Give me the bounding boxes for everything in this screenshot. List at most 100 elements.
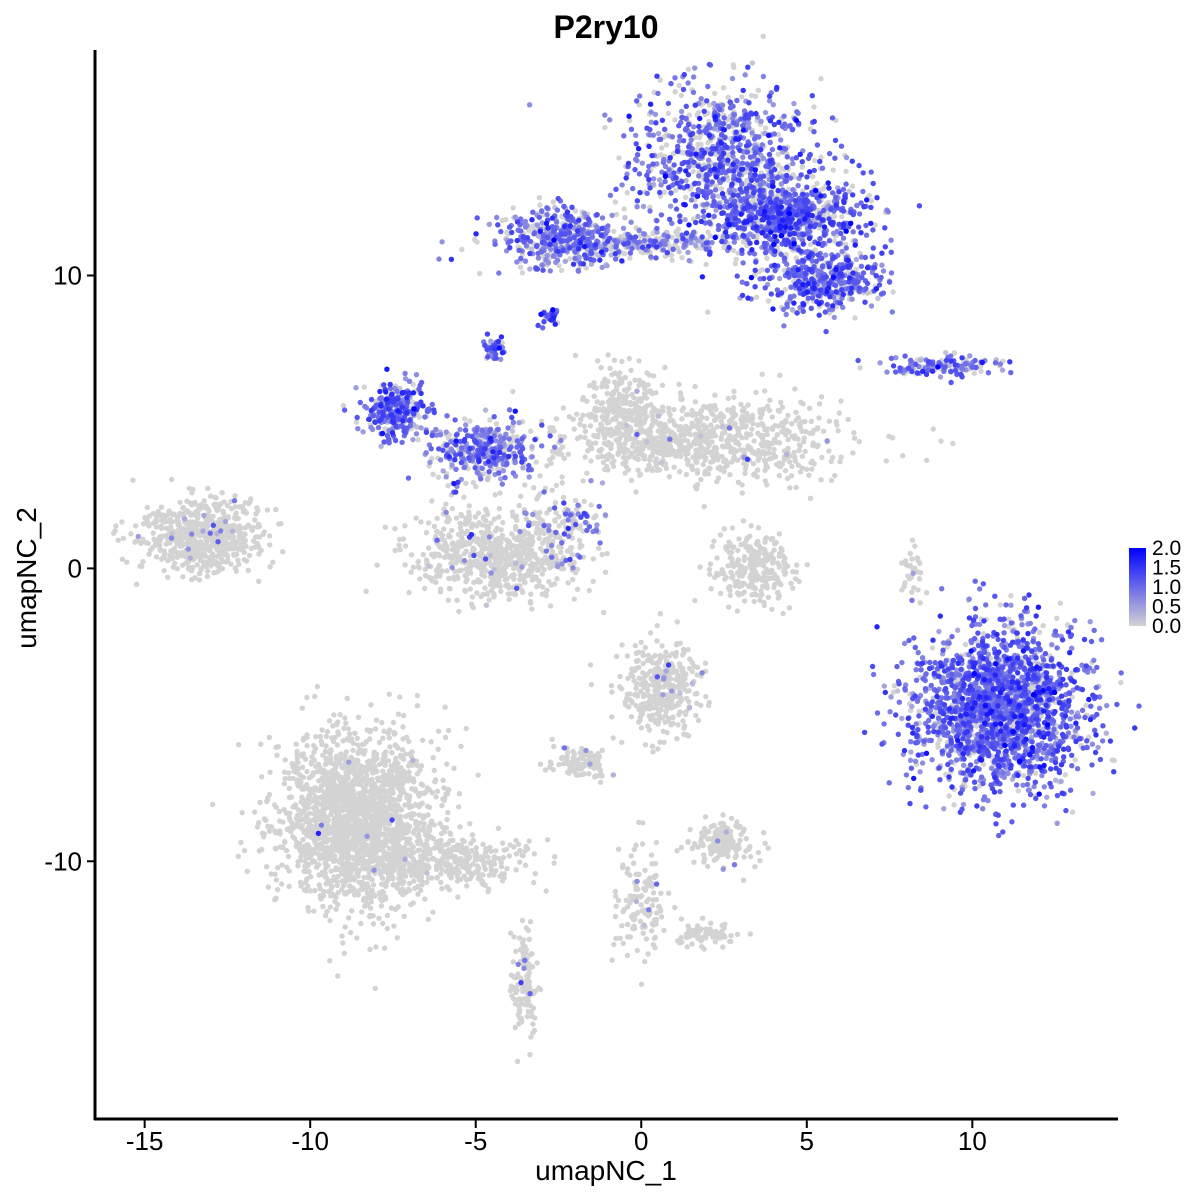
cell-point [470,546,476,552]
cell-point [402,543,409,549]
cell-point [583,265,589,271]
cell-point [235,853,241,860]
cell-point [762,547,768,553]
cell-point [1118,679,1124,686]
cell-point [1015,788,1021,794]
cell-point [780,553,786,559]
cell-point [679,254,685,261]
cell-point [674,642,680,648]
cell-point [796,442,802,448]
cell-point [491,593,497,599]
cell-point [731,388,737,394]
cell-point [682,437,688,443]
cell-point [479,572,485,578]
cell-point [528,591,534,597]
cell-point [701,426,707,433]
cell-point [757,407,763,413]
cell-point [614,430,621,437]
cell-point [757,592,764,599]
cell-point [796,447,802,454]
cell-point [608,426,614,432]
cell-point [778,399,784,405]
cell-point [627,117,633,124]
cell-point [705,309,711,315]
cell-point [603,417,610,424]
cell-point [792,458,798,464]
cell-point [651,442,657,448]
cell-point [749,592,755,598]
cell-point [666,427,672,434]
cell-point [228,561,234,567]
cell-point [679,416,685,422]
cell-point [487,417,493,423]
cell-point [613,211,620,218]
cell-point [707,561,714,567]
cell-point [654,622,660,629]
cell-point [832,472,838,479]
cell-point [436,553,443,559]
cell-point [652,418,659,424]
cell-point [498,527,504,533]
cell-point [150,530,156,536]
cell-point [565,580,571,586]
cell-point [868,198,875,204]
cell-point [232,493,238,499]
cell-point [668,417,674,423]
cell-point [784,475,791,482]
cell-point [679,428,685,435]
cell-point [470,479,477,486]
cell-point [435,474,442,480]
cell-point [248,545,255,551]
cell-point [722,464,728,470]
cell-point [165,574,171,580]
cell-point [533,459,539,465]
cell-point [547,425,553,431]
cell-point [672,89,678,95]
cell-point [479,522,485,528]
cell-point [739,408,746,414]
cell-point [700,461,706,468]
cell-point [201,552,208,558]
cell-point [751,598,757,605]
cell-point [474,523,480,529]
cell-point [462,539,468,546]
cell-point [493,421,500,427]
cell-point [622,375,629,381]
cell-point [646,444,653,451]
cell-point [650,373,657,379]
cell-point [458,534,465,540]
cell-point [477,270,483,277]
cell-point [652,458,658,465]
cell-point [814,425,821,431]
cell-point [464,528,470,534]
cell-point [491,516,498,522]
cell-point [425,916,431,923]
cell-point [677,709,683,715]
cell-point [709,543,716,550]
cell-point [758,441,764,447]
cell-point [236,530,243,536]
cell-point [701,503,707,510]
cell-point [196,571,203,577]
cell-point [765,298,772,304]
cell-point [649,453,655,459]
cell-point [678,396,684,403]
cell-point [659,382,666,388]
cell-point [467,821,473,827]
cell-point [132,539,138,545]
cell-point [434,515,440,522]
cell-point [889,435,896,441]
cell-point [476,540,482,546]
cell-point [210,541,216,547]
cell-point [605,409,611,415]
cell-point [766,407,773,414]
cell-point [172,560,178,567]
cell-point [256,578,262,584]
cell-point [666,405,672,411]
cell-point [755,87,761,94]
cell-point [757,451,764,457]
cell-point [779,165,785,172]
cell-point [801,435,807,441]
cell-point [588,458,594,464]
cell-point [537,473,543,479]
